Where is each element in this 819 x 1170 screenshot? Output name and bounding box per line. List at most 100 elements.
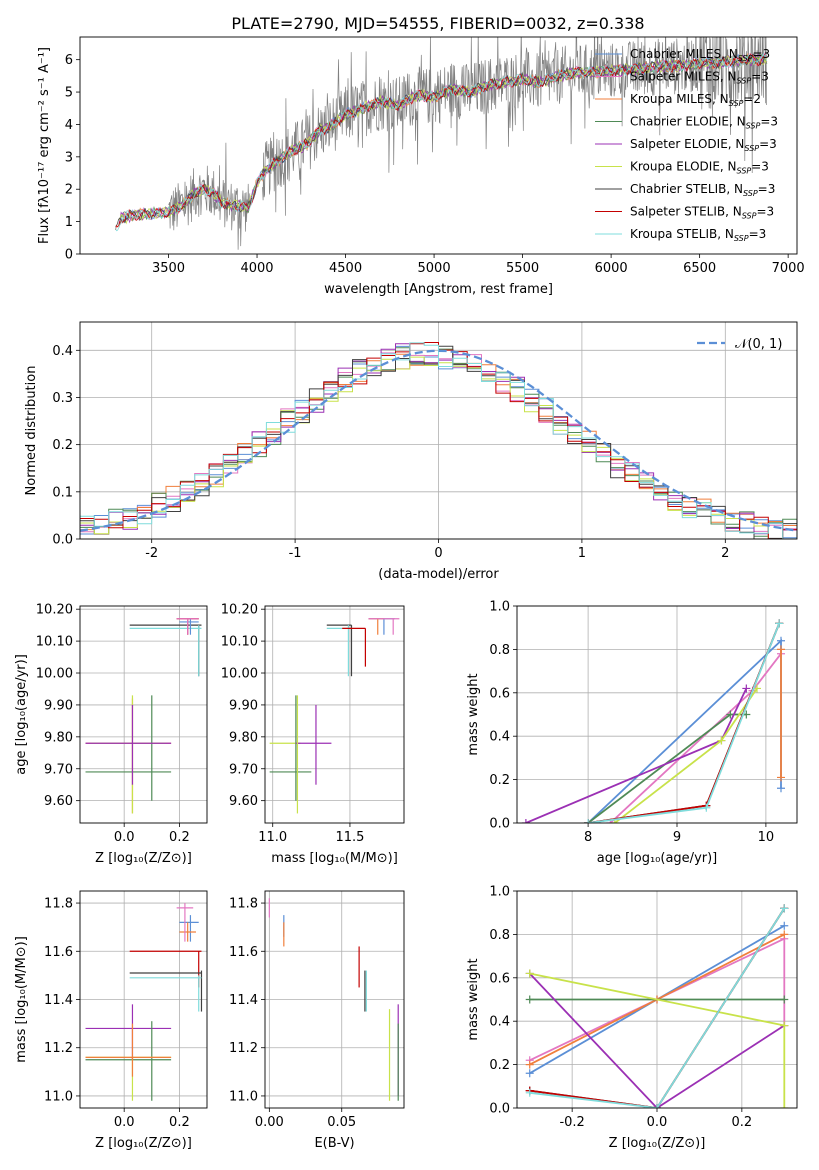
y-tick-label: 4 [65, 118, 73, 133]
x-axis-label: Z [log₁₀(Z/Z⊙)] [609, 1136, 706, 1151]
panel-mass_vs_z: 0.0 0.2 11.0 11.2 11.4 11.6 11.8 Z [log₁₀(Z/Z⊙)… [14, 890, 208, 1151]
axes-frame [79, 36, 798, 255]
panel-residuals: -2 -1 0 1 2 0.0 0.1 0.2 0.3 0.4 (data-model)/error… [24, 321, 798, 582]
plot-area [80, 606, 207, 823]
y-tick-label: 0.4 [52, 344, 73, 359]
axes-frame [264, 605, 405, 824]
legend-label: Chabrier STELIB, NSSP=3 [630, 182, 775, 198]
y-tick-label: 1.0 [489, 600, 510, 615]
y-axis-label: mass weight [466, 958, 481, 1040]
y-tick-label: 0.4 [489, 730, 510, 745]
model-spectrum-kroupa_stelib [115, 52, 767, 232]
legend-rest: =3 [752, 47, 770, 61]
x-tick-label: 0.0 [114, 1115, 135, 1130]
y-tick-label: 11.6 [44, 945, 73, 960]
point-kroupa_stelib [780, 904, 789, 913]
y-tick-label: 11.4 [44, 993, 73, 1008]
legend-label: Kroupa ELODIE, NSSP=3 [630, 160, 769, 176]
y-tick-label: 11.0 [44, 1089, 73, 1104]
y-tick-label: 10.00 [36, 667, 73, 682]
y-tick-label: 9.80 [229, 730, 258, 745]
x-axis-label: (data-model)/error [378, 567, 499, 582]
y-tick-label: 0.0 [489, 1102, 510, 1117]
y-tick-label: 9.60 [44, 794, 73, 809]
legend-rest: =3 [756, 205, 774, 219]
y-tick-label: 6 [65, 53, 73, 68]
y-tick-label: 0.2 [489, 1058, 510, 1073]
point-chabrier_miles [777, 784, 785, 793]
y-axis-label: age [log₁₀(age/yr)] [14, 654, 29, 775]
point-chabrier_elodie [780, 995, 789, 1004]
point-kroupa_miles [777, 773, 785, 782]
point-kroupa_stelib [525, 1088, 534, 1097]
x-tick-label: 0.05 [327, 1115, 356, 1130]
axes-frame [79, 321, 798, 540]
panel-mass_weight_vs_z: -0.2 0.0 0.2 0.0 0.2 0.4 0.6 0.8 1.0 Z [log₁₀(Z/Z… [466, 885, 798, 1151]
legend-label: Chabrier MILES, NSSP=3 [630, 47, 770, 63]
legend-sub: SSP [737, 77, 752, 86]
y-tick-label: 0 [65, 248, 73, 263]
x-tick-label: -2 [145, 546, 158, 561]
legend-rest: =2 [743, 92, 761, 106]
legend-sub: SSP [729, 99, 744, 108]
legend-sub: SSP [743, 189, 758, 198]
legend-label: Kroupa STELIB, NSSP=3 [630, 227, 766, 243]
panel-mass_vs_ebv: 0.00 0.05 11.0 11.2 11.4 11.6 11.8 E(B-V) [229, 890, 405, 1151]
y-axis-label: mass weight [466, 673, 481, 755]
point-kroupa_elodie [717, 736, 726, 745]
point-kroupa_elodie [525, 969, 534, 978]
y-tick-label: 0.2 [52, 438, 73, 453]
observed-spectrum [168, 37, 767, 250]
y-tick-label: 5 [65, 86, 73, 101]
x-tick-label: 5000 [418, 261, 451, 276]
normal-curve [80, 349, 797, 532]
model-spectrum-salpeter_stelib [115, 53, 767, 230]
point-chabrier_elodie [525, 995, 534, 1004]
y-tick-label: 0.4 [489, 1015, 510, 1030]
y-tick-label: 3 [65, 150, 73, 165]
plot-marks [268, 898, 399, 1101]
y-tick-label: 0.6 [489, 971, 510, 986]
legend-sub: SSP [738, 54, 753, 63]
model-spectrum-chabrier_stelib [115, 53, 767, 227]
y-tick-label: 9.90 [44, 698, 73, 713]
legend-sub: SSP [742, 212, 757, 221]
y-tick-label: 9.70 [44, 762, 73, 777]
x-tick-label: 0.00 [255, 1115, 284, 1130]
point-chabrier_miles [777, 636, 785, 645]
y-axis-label: Flux [fλ10⁻¹⁷ erg cm⁻² s⁻¹ A⁻¹] [37, 47, 52, 244]
legend-sub: SSP [744, 144, 759, 153]
axes-frame [79, 890, 208, 1109]
x-tick-label: 4500 [329, 261, 362, 276]
y-tick-label: 9.60 [229, 794, 258, 809]
y-tick-label: 11.8 [229, 897, 258, 912]
point-kroupa_elodie [780, 1104, 789, 1108]
plot-marks [269, 618, 400, 814]
x-tick-label: 4000 [240, 261, 273, 276]
legend-rest: =3 [751, 70, 769, 84]
x-axis-label: E(B-V) [314, 1136, 354, 1151]
y-tick-label: 0.0 [489, 817, 510, 832]
model-spectrum-salpeter_elodie [118, 53, 767, 224]
point-kroupa_miles [525, 1060, 534, 1069]
axes-frame [264, 890, 405, 1109]
legend: Chabrier MILES, NSSP=3 Salpeter MILES, NS… [595, 47, 778, 243]
x-tick-label: 2 [721, 546, 729, 561]
legend-label: Salpeter ELODIE, NSSP=3 [630, 137, 777, 153]
y-tick-label: 0.0 [52, 533, 73, 548]
y-tick-label: 1 [65, 215, 73, 230]
y-tick-label: 11.4 [229, 993, 258, 1008]
y-tick-label: 0.2 [489, 773, 510, 788]
point-kroupa_stelib [702, 803, 711, 812]
panel-age_vs_mass: 11.0 11.5 9.60 9.70 9.80 9.90 10.00 10.10 10.20 m… [221, 603, 405, 866]
x-tick-label: 5500 [506, 261, 539, 276]
point-chabrier_miles [780, 921, 789, 930]
x-tick-label: 3500 [152, 261, 185, 276]
point-kroupa_miles [777, 645, 785, 654]
y-tick-label: 10.20 [221, 603, 258, 618]
series-salpeter_miles [529, 937, 786, 1062]
legend-sub: SSP [737, 167, 752, 176]
plot-marks [80, 342, 797, 539]
plot-marks [115, 37, 768, 250]
